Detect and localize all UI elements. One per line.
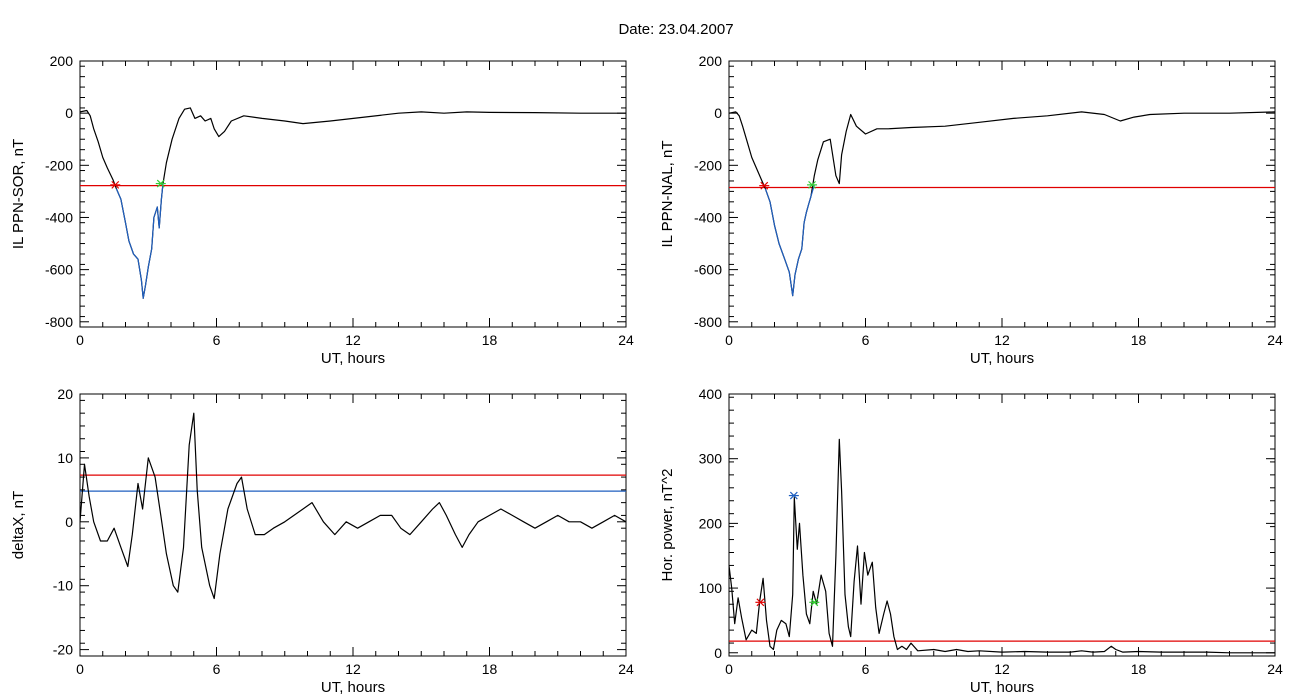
x-tick-label: 18 [482, 661, 498, 677]
y-tick-label: 100 [699, 580, 723, 596]
chart-panel-1: 0 6 12 18 24 -800 -600 -400 -200 0 200 UT, hours IL … [10, 53, 634, 367]
x-axis-label: UT, hours [970, 679, 1034, 696]
data-line [729, 111, 1275, 297]
data-line [729, 438, 1275, 654]
y-axis-label: IL PPN-SOR, nT [10, 139, 27, 249]
x-tick-label: 24 [618, 661, 634, 677]
y-tick-label: 400 [699, 386, 723, 402]
y-tick-label: 200 [699, 53, 723, 69]
y-tick-label: -20 [53, 642, 73, 658]
chart-panel-4: 0 6 12 18 24 0 100 200 300 400 UT, hours Hor. power… [659, 386, 1283, 696]
y-tick-label: 0 [65, 105, 73, 121]
y-tick-label: 200 [50, 53, 74, 69]
data-line [80, 107, 626, 299]
y-tick-label: -10 [53, 578, 73, 594]
x-tick-label: 12 [345, 661, 361, 677]
x-tick-label: 6 [213, 661, 221, 677]
highlight-line [115, 183, 164, 299]
y-tick-label: -400 [45, 209, 73, 225]
x-tick-label: 12 [994, 661, 1010, 677]
chart-panel-3: 0 6 12 18 24 -20 -10 0 10 20 UT, hours deltaX, nT [10, 386, 634, 696]
y-axis-label: deltaX, nT [10, 491, 27, 559]
asterisk-marker [755, 598, 766, 607]
x-tick-label: 12 [994, 332, 1010, 348]
x-tick-label: 6 [862, 332, 870, 348]
asterisk-marker [110, 180, 121, 189]
x-tick-label: 0 [725, 661, 733, 677]
x-tick-label: 24 [618, 332, 634, 348]
y-tick-label: -800 [45, 314, 73, 330]
x-tick-label: 18 [1131, 661, 1147, 677]
y-axis-label: IL PPN-NAL, nT [659, 141, 676, 248]
x-tick-label: 0 [76, 332, 84, 348]
y-tick-label: 200 [699, 515, 723, 531]
x-tick-label: 18 [482, 332, 498, 348]
asterisk-marker [759, 181, 770, 190]
y-tick-label: 300 [699, 451, 723, 467]
plot-area [80, 107, 626, 299]
asterisk-marker [155, 179, 166, 188]
x-axis-label: UT, hours [321, 350, 385, 367]
plot-area [80, 412, 626, 600]
asterisk-marker [788, 491, 799, 500]
y-tick-label: -400 [694, 209, 722, 225]
y-tick-label: -200 [694, 157, 722, 173]
x-tick-label: 6 [213, 332, 221, 348]
page-title: Date: 23.04.2007 [618, 21, 733, 38]
plot-area [729, 438, 1275, 654]
x-tick-label: 24 [1267, 661, 1283, 677]
y-axis-label: Hor. power, nT^2 [659, 469, 676, 582]
y-tick-label: 20 [57, 386, 73, 402]
x-axis-label: UT, hours [321, 679, 385, 696]
y-tick-label: 10 [57, 450, 73, 466]
chart-panel-2: 0 6 12 18 24 -800 -600 -400 -200 0 200 UT, hours IL … [659, 53, 1283, 367]
y-tick-label: 0 [714, 105, 722, 121]
y-tick-label: -800 [694, 314, 722, 330]
x-tick-label: 0 [76, 661, 84, 677]
highlight-line [764, 184, 815, 297]
x-tick-label: 6 [862, 661, 870, 677]
x-tick-label: 24 [1267, 332, 1283, 348]
x-tick-label: 18 [1131, 332, 1147, 348]
x-tick-label: 12 [345, 332, 361, 348]
y-tick-label: -200 [45, 157, 73, 173]
y-tick-label: -600 [45, 262, 73, 278]
y-tick-label: 0 [65, 514, 73, 530]
x-axis-label: UT, hours [970, 350, 1034, 367]
asterisk-marker [809, 598, 820, 607]
y-tick-label: -600 [694, 262, 722, 278]
data-line [80, 412, 626, 600]
y-tick-label: 0 [714, 645, 722, 661]
plot-area [729, 111, 1275, 297]
x-tick-label: 0 [725, 332, 733, 348]
asterisk-marker [807, 180, 818, 189]
